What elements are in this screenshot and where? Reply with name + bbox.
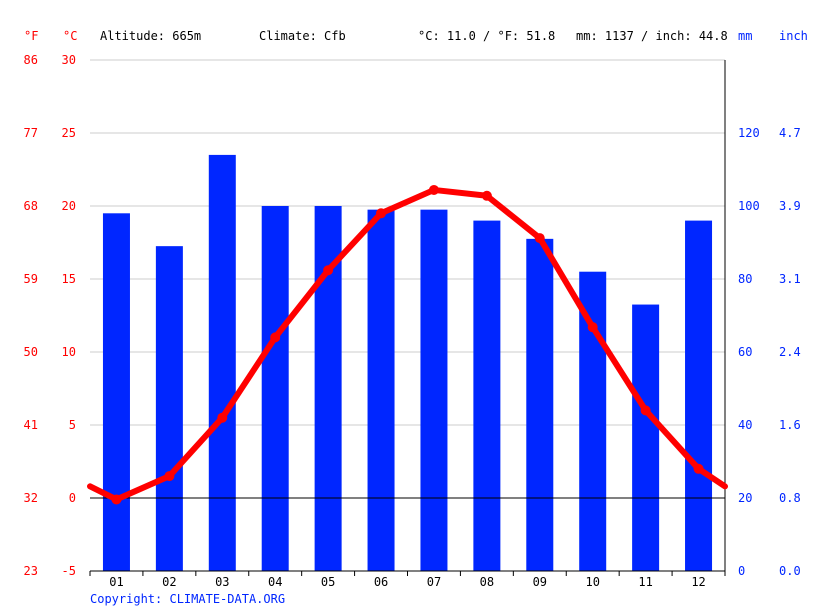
mm-tick-label: 20	[738, 491, 752, 505]
x-tick-label: 11	[638, 575, 652, 589]
inch-tick-label: 0.8	[779, 491, 801, 505]
fahrenheit-tick-label: 68	[24, 199, 38, 213]
fahrenheit-tick-label: 23	[24, 564, 38, 578]
celsius-tick-label: 30	[62, 53, 76, 67]
temperature-point	[323, 265, 334, 276]
temperature-line	[87, 184, 728, 505]
precipitation-bar	[102, 213, 130, 572]
temperature-point	[217, 412, 228, 423]
x-tick-label: 08	[480, 575, 494, 589]
temperature-polyline	[87, 186, 728, 503]
temperature-point	[428, 184, 439, 195]
climate-label: Climate: Cfb	[259, 29, 346, 43]
fahrenheit-tick-label: 77	[24, 126, 38, 140]
precipitation-bar	[632, 304, 660, 571]
celsius-tick-label: 20	[62, 199, 76, 213]
mm-tick-label: 120	[738, 126, 760, 140]
precipitation-average-label: mm: 1137 / inch: 44.8	[576, 29, 728, 43]
left-axis-celsius: -5 0 5 10 15 20 25 30	[62, 53, 76, 578]
x-tick-label: 03	[215, 575, 229, 589]
celsius-tick-label: 10	[62, 345, 76, 359]
precipitation-bar	[473, 220, 501, 571]
x-tick-label: 01	[109, 575, 123, 589]
x-tick-label: 07	[427, 575, 441, 589]
temperature-point	[534, 233, 545, 244]
temperature-point	[640, 405, 651, 416]
right-axis-inch: 0.0 0.8 1.6 2.4 3.1 3.9 4.7	[779, 126, 801, 578]
x-tick-label: 02	[162, 575, 176, 589]
celsius-tick-label: 0	[69, 491, 76, 505]
x-tick-label: 06	[374, 575, 388, 589]
inch-tick-label: 4.7	[779, 126, 801, 140]
fahrenheit-tick-label: 41	[24, 418, 38, 432]
temperature-point	[164, 471, 175, 482]
precipitation-bars	[102, 154, 713, 572]
fahrenheit-tick-label: 32	[24, 491, 38, 505]
precipitation-bar	[685, 220, 713, 571]
altitude-label: Altitude: 665m	[100, 29, 201, 43]
temperature-point	[481, 190, 492, 201]
precipitation-bar	[155, 246, 183, 571]
celsius-tick-label: 5	[69, 418, 76, 432]
left-axis-fahrenheit: 23 32 41 50 59 68 77 86	[24, 53, 38, 578]
x-axis-ticks: 01 02 03 04 05 06 07 08 09 10 11 12	[89, 571, 726, 589]
mm-tick-label: 100	[738, 199, 760, 213]
precipitation-bar	[208, 154, 236, 571]
temperature-average-label: °C: 11.0 / °F: 51.8	[418, 29, 555, 43]
precipitation-bar	[367, 209, 395, 571]
unit-fahrenheit-label: °F	[24, 29, 38, 43]
celsius-tick-label: 15	[62, 272, 76, 286]
temperature-point	[693, 463, 704, 474]
celsius-tick-label: -5	[62, 564, 76, 578]
inch-tick-label: 3.1	[779, 272, 801, 286]
right-axis-mm: 0 20 40 60 80 100 120	[738, 126, 760, 578]
copyright-text: Copyright: CLIMATE-DATA.ORG	[90, 592, 286, 606]
gridlines	[90, 59, 725, 572]
fahrenheit-tick-label: 59	[24, 272, 38, 286]
x-tick-label: 04	[268, 575, 282, 589]
precipitation-bar	[526, 238, 554, 571]
inch-tick-label: 1.6	[779, 418, 801, 432]
x-tick-label: 09	[533, 575, 547, 589]
celsius-tick-label: 25	[62, 126, 76, 140]
mm-tick-label: 0	[738, 564, 745, 578]
inch-tick-label: 0.0	[779, 564, 801, 578]
inch-tick-label: 3.9	[779, 199, 801, 213]
x-tick-label: 10	[585, 575, 599, 589]
unit-inch-label: inch	[779, 29, 808, 43]
inch-tick-label: 2.4	[779, 345, 801, 359]
mm-tick-label: 40	[738, 418, 752, 432]
precipitation-bar	[261, 206, 289, 571]
unit-celsius-label: °C	[63, 29, 77, 43]
temperature-point	[587, 322, 598, 333]
unit-mm-label: mm	[738, 29, 752, 43]
fahrenheit-tick-label: 86	[24, 53, 38, 67]
x-tick-label: 12	[691, 575, 705, 589]
temperature-point	[111, 494, 122, 505]
temperature-point	[376, 208, 387, 219]
precipitation-bar	[420, 209, 448, 571]
temperature-point	[270, 332, 281, 343]
mm-tick-label: 80	[738, 272, 752, 286]
fahrenheit-tick-label: 50	[24, 345, 38, 359]
mm-tick-label: 60	[738, 345, 752, 359]
x-tick-label: 05	[321, 575, 335, 589]
